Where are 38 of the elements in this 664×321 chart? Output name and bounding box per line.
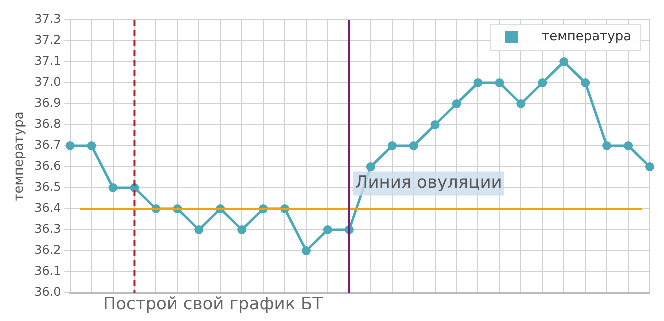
point (409, 142, 418, 150)
point (646, 162, 654, 172)
point (366, 162, 376, 172)
point (474, 78, 483, 88)
y-tick-label: 37.3 (34, 12, 62, 26)
y-tick-label: 36.6 (34, 159, 62, 174)
point (388, 142, 397, 150)
point (495, 78, 504, 88)
point (516, 100, 526, 108)
y-tick-label: 36.7 (34, 138, 62, 152)
point (452, 100, 462, 108)
y-tick-label: 36.8 (34, 117, 62, 132)
point (560, 58, 569, 66)
y-tick-label: 37.2 (34, 33, 62, 48)
point (430, 120, 440, 130)
y-tick-label: 36.3 (34, 222, 62, 236)
legend-label: температура (542, 29, 632, 44)
point (581, 78, 590, 88)
y-tick-label: 36.5 (34, 180, 62, 194)
text: Построй свой график БТ (103, 294, 324, 314)
y-tick-label: 36.2 (34, 243, 62, 258)
point (87, 142, 96, 150)
point (602, 142, 612, 150)
point (538, 78, 548, 88)
y-tick-label: 37.0 (34, 75, 62, 90)
y-tick-label: 36.1 (34, 264, 62, 278)
point (238, 226, 247, 234)
point (302, 246, 311, 256)
point (323, 226, 332, 234)
y-axis-title: температура (12, 112, 28, 202)
point (624, 142, 634, 150)
point (194, 226, 204, 234)
y-tick-label: 36.0 (34, 285, 62, 300)
y-tick-label: 36.9 (34, 96, 62, 110)
annotation: Линия овуляции (355, 173, 502, 194)
y-tick-label: 37.1 (34, 54, 62, 68)
y-tick-label: 36.4 (34, 201, 62, 216)
point (108, 184, 118, 192)
